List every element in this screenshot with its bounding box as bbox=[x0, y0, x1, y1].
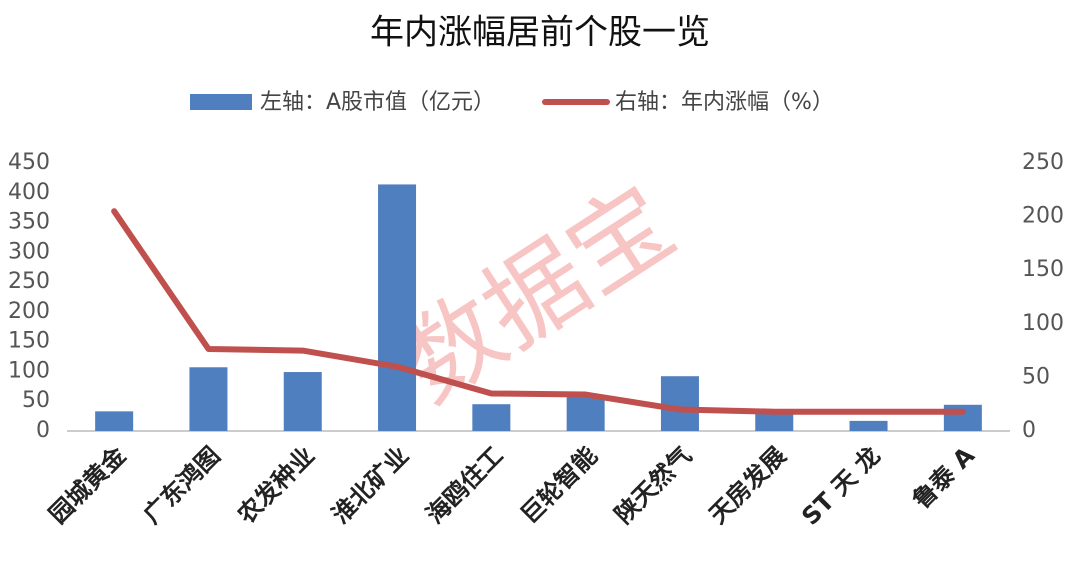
x-tick-label: 巨轮智能 bbox=[515, 441, 603, 529]
x-tick-label: 海鸥住工 bbox=[421, 441, 509, 529]
chart-title: 年内涨幅居前个股一览 bbox=[370, 13, 710, 53]
y-tick-label: 100 bbox=[8, 358, 50, 383]
bar bbox=[283, 372, 322, 431]
y-tick-label: 300 bbox=[8, 239, 50, 264]
line bbox=[111, 208, 966, 415]
bar bbox=[378, 184, 417, 431]
y2-tick-label: 250 bbox=[1022, 150, 1064, 175]
bar bbox=[755, 413, 794, 431]
bar bbox=[95, 411, 134, 431]
bar bbox=[849, 420, 888, 431]
y-tick-label: 450 bbox=[8, 150, 50, 175]
x-tick-label: 广东鸿图 bbox=[138, 441, 226, 529]
y-tick-label: 200 bbox=[8, 299, 50, 324]
bar bbox=[472, 404, 511, 431]
bar bbox=[566, 395, 605, 431]
x-tick-label: 鲁泰 A bbox=[907, 441, 980, 514]
x-tick-label: 淮北矿业 bbox=[327, 441, 415, 529]
y2-tick-label: 200 bbox=[1022, 204, 1064, 229]
y-tick-label: 0 bbox=[36, 418, 50, 443]
x-tick-label: 陕天然气 bbox=[609, 441, 697, 529]
bar bbox=[189, 367, 228, 431]
legend-label: 右轴：年内涨幅（%） bbox=[615, 90, 834, 115]
y-tick-label: 150 bbox=[8, 329, 50, 354]
legend-swatch bbox=[190, 94, 252, 110]
x-tick-label: 农发种业 bbox=[232, 441, 320, 529]
x-tick-label: 园城黄金 bbox=[44, 441, 132, 529]
bar bbox=[660, 376, 699, 431]
y-tick-label: 400 bbox=[8, 180, 50, 205]
y2-tick-label: 0 bbox=[1022, 418, 1036, 443]
y-tick-label: 50 bbox=[22, 388, 50, 413]
y-tick-label: 250 bbox=[8, 269, 50, 294]
x-tick-label: 天房发展 bbox=[704, 441, 792, 529]
legend-label: 左轴：A股市值（亿元） bbox=[260, 90, 495, 115]
x-tick-label: ST 天 龙 bbox=[796, 441, 885, 530]
y2-tick-label: 100 bbox=[1022, 311, 1064, 336]
y-tick-label: 350 bbox=[8, 210, 50, 235]
y2-tick-label: 50 bbox=[1022, 364, 1050, 389]
y2-tick-label: 150 bbox=[1022, 257, 1064, 282]
watermark: 数据宝 bbox=[378, 163, 693, 425]
